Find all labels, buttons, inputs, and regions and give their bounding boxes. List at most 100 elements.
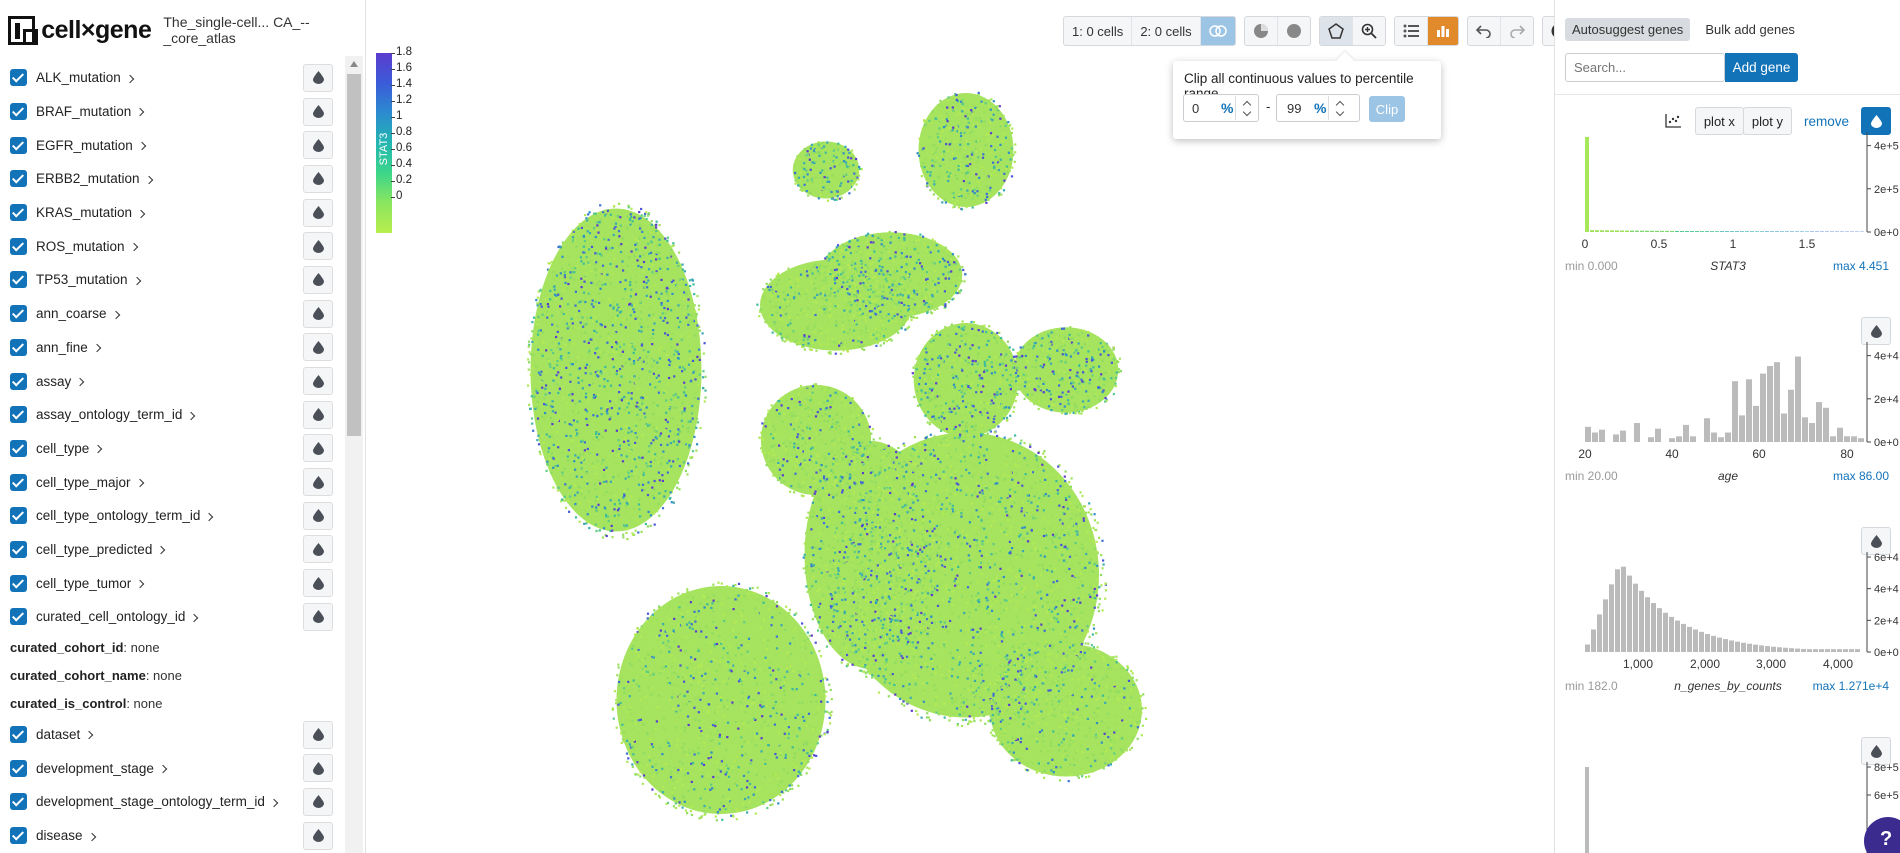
color-by-button[interactable] [303, 63, 333, 92]
category-row[interactable]: cell_type_ontology_term_id [0, 499, 345, 533]
category-label[interactable]: assay [36, 374, 85, 389]
color-by-button[interactable] [303, 299, 333, 328]
category-row[interactable]: ann_coarse [0, 297, 345, 331]
color-by-button[interactable] [303, 787, 333, 816]
cell-cluster[interactable] [918, 93, 1014, 207]
category-checkbox[interactable] [10, 439, 27, 457]
category-label[interactable]: EGFR_mutation [36, 138, 147, 153]
chevron-right-icon[interactable] [92, 344, 102, 353]
color-by-button[interactable] [303, 434, 333, 463]
category-label[interactable]: cell_type_tumor [36, 576, 145, 591]
category-row[interactable]: assay_ontology_term_id [0, 398, 345, 432]
chevron-right-icon[interactable] [76, 377, 85, 387]
category-checkbox[interactable] [10, 574, 27, 592]
chevron-right-icon[interactable] [136, 108, 145, 117]
category-checkbox[interactable] [10, 507, 27, 525]
color-by-button[interactable] [303, 501, 333, 530]
chevron-right-icon[interactable] [135, 478, 144, 488]
category-checkbox[interactable] [10, 271, 27, 289]
color-by-button[interactable] [303, 333, 333, 362]
embedding-scatter-plot[interactable] [366, 0, 1554, 853]
category-checkbox[interactable] [10, 827, 27, 845]
color-by-button[interactable] [303, 367, 333, 396]
cell-cluster[interactable] [1013, 327, 1119, 413]
category-checkbox[interactable] [10, 69, 27, 87]
color-by-button[interactable] [303, 535, 333, 564]
chevron-right-icon[interactable] [85, 731, 94, 740]
category-label[interactable]: ROS_mutation [36, 239, 138, 254]
category-label[interactable]: TP53_mutation [36, 272, 141, 287]
category-row[interactable]: development_stage [0, 751, 345, 785]
category-checkbox[interactable] [10, 237, 27, 255]
category-checkbox[interactable] [10, 338, 27, 356]
category-checkbox[interactable] [10, 759, 27, 777]
category-row[interactable]: curated_cell_ontology_id [0, 600, 345, 634]
chevron-right-icon[interactable] [157, 546, 166, 555]
category-row[interactable]: EGFR_mutation [0, 128, 345, 162]
color-by-button[interactable] [303, 232, 333, 261]
cell-cluster[interactable] [913, 323, 1019, 437]
chevron-right-icon[interactable] [144, 175, 153, 185]
category-checkbox[interactable] [10, 406, 27, 424]
color-by-button[interactable] [303, 131, 333, 160]
category-label[interactable]: ann_coarse [36, 306, 120, 321]
scrollbar-thumb[interactable] [347, 74, 361, 436]
color-by-button[interactable] [303, 602, 333, 631]
category-label[interactable]: curated_cell_ontology_id [36, 609, 199, 624]
category-label[interactable]: dataset [36, 727, 94, 742]
category-label[interactable]: ALK_mutation [36, 70, 135, 85]
color-by-button[interactable] [303, 468, 333, 497]
chevron-right-icon[interactable] [125, 74, 135, 84]
category-row[interactable]: KRAS_mutation [0, 196, 345, 230]
category-row[interactable]: cell_type_predicted [0, 533, 345, 567]
chevron-right-icon[interactable] [94, 445, 103, 454]
category-row[interactable]: cell_type_tumor [0, 566, 345, 600]
chevron-right-icon[interactable] [87, 832, 96, 841]
category-label[interactable]: cell_type_ontology_term_id [36, 508, 214, 523]
category-label[interactable]: ERBB2_mutation [36, 171, 153, 186]
color-by-button[interactable] [303, 821, 333, 850]
category-row[interactable]: cell_type [0, 432, 345, 466]
color-by-button[interactable] [303, 265, 333, 294]
category-label[interactable]: cell_type_predicted [36, 542, 166, 557]
color-by-button[interactable] [303, 720, 333, 749]
category-row[interactable]: TP53_mutation [0, 263, 345, 297]
category-checkbox[interactable] [10, 204, 27, 222]
category-checkbox[interactable] [10, 473, 27, 491]
category-checkbox[interactable] [10, 103, 27, 121]
category-checkbox[interactable] [10, 540, 27, 558]
chevron-right-icon[interactable] [205, 512, 214, 521]
category-row[interactable]: ERBB2_mutation [0, 162, 345, 196]
category-checkbox[interactable] [10, 136, 27, 154]
color-by-button[interactable] [303, 164, 333, 193]
category-label[interactable]: cell_type [36, 441, 103, 456]
category-checkbox[interactable] [10, 170, 27, 188]
embedding-graph[interactable] [366, 0, 1554, 853]
category-checkbox[interactable] [10, 793, 27, 811]
category-row[interactable]: disease [0, 819, 345, 853]
chevron-right-icon[interactable] [137, 141, 147, 151]
category-checkbox[interactable] [10, 372, 27, 390]
category-checkbox[interactable] [10, 726, 27, 744]
sidebar-scrollbar[interactable] [345, 56, 363, 853]
category-label[interactable]: ann_fine [36, 340, 102, 355]
category-row[interactable]: dataset [0, 718, 345, 752]
chevron-right-icon[interactable] [158, 764, 168, 774]
category-label[interactable]: disease [36, 828, 96, 843]
category-label[interactable]: BRAF_mutation [36, 104, 145, 119]
category-label[interactable]: KRAS_mutation [36, 205, 146, 220]
category-row[interactable]: ann_fine [0, 331, 345, 365]
category-row[interactable]: BRAF_mutation [0, 95, 345, 129]
color-by-button[interactable] [303, 754, 333, 783]
color-by-button[interactable] [303, 400, 333, 429]
category-row[interactable]: assay [0, 364, 345, 398]
chevron-right-icon[interactable] [190, 613, 199, 623]
category-row[interactable]: ROS_mutation [0, 229, 345, 263]
chevron-right-icon[interactable] [187, 411, 196, 420]
category-row[interactable]: ALK_mutation [0, 61, 345, 95]
chevron-right-icon[interactable] [129, 242, 138, 252]
category-label[interactable]: development_stage [36, 761, 168, 776]
chevron-right-icon[interactable] [136, 579, 145, 589]
color-by-button[interactable] [303, 569, 333, 598]
chevron-right-icon[interactable] [111, 310, 120, 319]
